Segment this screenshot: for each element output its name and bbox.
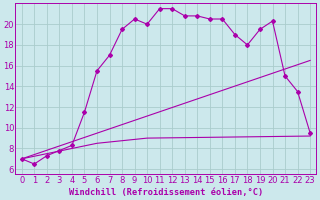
X-axis label: Windchill (Refroidissement éolien,°C): Windchill (Refroidissement éolien,°C) bbox=[69, 188, 263, 197]
